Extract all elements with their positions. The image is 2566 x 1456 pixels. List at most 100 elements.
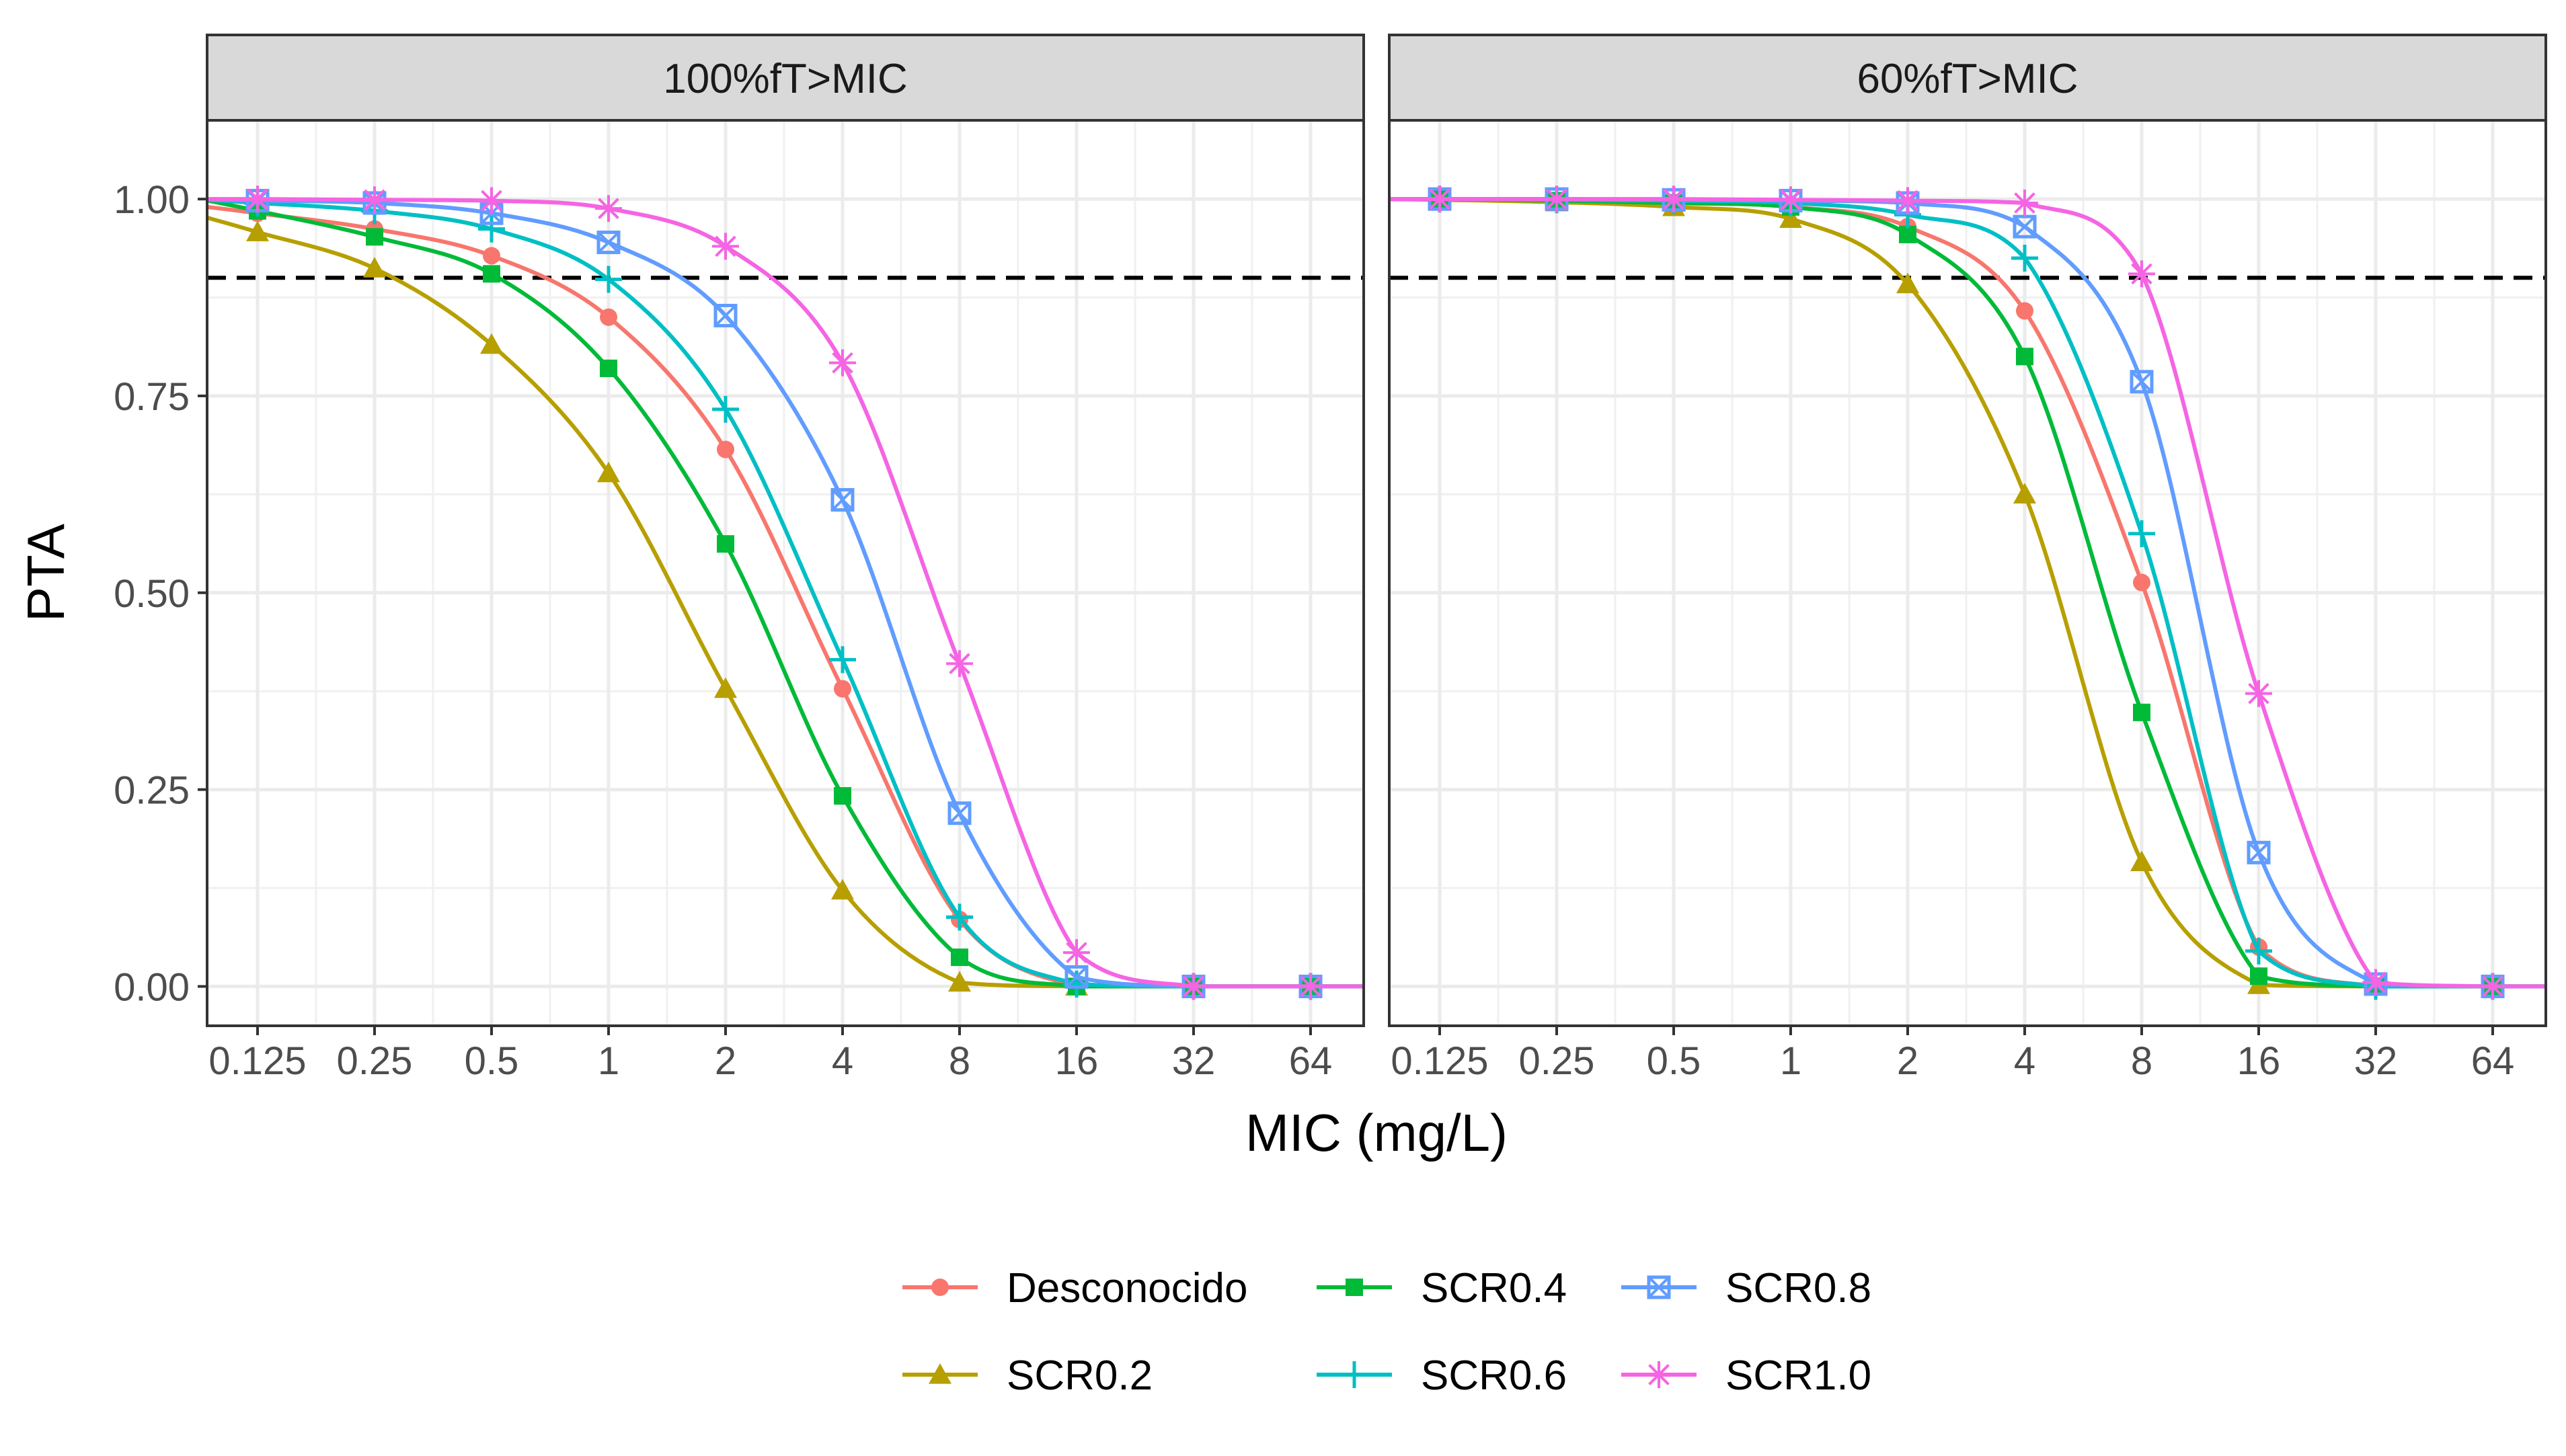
data-point-scr1-0	[946, 650, 973, 678]
data-point-scr0-6	[2245, 937, 2272, 965]
x-tick-label: 0.25	[1519, 1039, 1595, 1083]
x-tick-label: 32	[2354, 1039, 2398, 1083]
panel-2-series	[1389, 186, 2546, 1000]
data-point-scr1-0	[1777, 186, 1804, 214]
data-point-scr0-2	[363, 257, 386, 278]
data-point-scr0-8	[830, 488, 855, 512]
data-point-scr0-4	[2016, 348, 2033, 366]
data-point-scr1-0	[2128, 260, 2155, 288]
data-point-scr0-6	[595, 266, 622, 293]
x-tick-label: 2	[1897, 1039, 1918, 1083]
panel-1-plot-area	[207, 120, 1364, 1026]
data-point-scr0-4	[1899, 225, 1916, 243]
panel-100-ft-mic: 100%fT>MIC 0.125 0.25 0.5 1 2 4 8 16 32 64	[206, 34, 1365, 1083]
data-point-scr0-4	[2250, 967, 2267, 985]
legend-label: SCR1.0	[1725, 1352, 1871, 1399]
data-point-scr1-0	[2362, 969, 2389, 996]
legend-swatch-marker	[1346, 1279, 1363, 1296]
legend-item-scr0-6: SCR0.6	[1317, 1352, 1567, 1399]
y-tick-label: 1.00	[114, 178, 190, 222]
data-point-scr1-0	[1426, 186, 1453, 213]
data-point-scr1-0	[1543, 186, 1570, 213]
x-tick-label: 8	[2131, 1039, 2152, 1083]
y-axis-ticks: 0.00 0.25 0.50 0.75 1.00	[114, 178, 207, 1009]
data-point-scr0-8	[713, 303, 738, 327]
data-point-scr0-4	[951, 948, 968, 967]
data-point-desconocido	[483, 247, 500, 265]
data-point-scr0-2	[714, 677, 737, 698]
data-point-scr1-0	[478, 187, 505, 214]
legend: Desconocido SCR0.2 SCR0.4 SCR0.6 SCR0.8 SCR1.…	[902, 1265, 1871, 1399]
data-point-scr0-2	[597, 461, 620, 483]
data-point-desconocido	[2016, 302, 2033, 320]
panel-1-x-ticks: 0.125 0.25 0.5 1 2 4 8 16 32 64	[208, 1026, 1332, 1083]
legend-swatch-marker	[1645, 1361, 1672, 1388]
panel-2-x-ticks: 0.125 0.25 0.5 1 2 4 8 16 32 64	[1391, 1026, 2514, 1083]
data-point-scr0-4	[717, 535, 734, 553]
data-point-scr1-0	[1180, 973, 1207, 1000]
data-point-desconocido	[717, 440, 734, 458]
series-line-scr1-0	[1389, 197, 2546, 989]
y-tick-label: 0.00	[114, 965, 190, 1009]
legend-item-scr1-0: SCR1.0	[1621, 1352, 1871, 1399]
data-point-scr0-2	[246, 220, 269, 241]
data-point-scr1-0	[2479, 973, 2506, 1000]
data-point-scr1-0	[361, 186, 388, 214]
data-point-scr0-2	[1896, 272, 1919, 294]
data-point-scr1-0	[1297, 973, 1324, 1000]
panel-1-series	[206, 186, 1364, 1000]
x-tick-label: 0.5	[1647, 1039, 1701, 1083]
x-axis-title: MIC (mg/L)	[1245, 1103, 1508, 1162]
data-point-scr0-6	[946, 903, 973, 931]
data-point-scr0-2	[831, 879, 854, 900]
legend-label: SCR0.2	[1007, 1352, 1153, 1399]
legend-label: SCR0.8	[1725, 1265, 1871, 1311]
data-point-scr0-2	[2130, 850, 2153, 871]
y-tick-label: 0.75	[114, 375, 190, 419]
data-point-scr1-0	[595, 195, 622, 223]
panel-2-gridlines	[1389, 120, 2546, 1026]
data-point-scr0-4	[834, 786, 851, 805]
y-tick-label: 0.25	[114, 769, 190, 813]
data-point-scr0-8	[2247, 840, 2271, 864]
data-point-scr0-8	[1064, 965, 1089, 989]
panel-1-border	[206, 119, 1365, 1027]
data-point-scr0-6	[829, 646, 856, 674]
panel-1-strip	[206, 34, 1365, 122]
data-point-scr0-8	[2013, 214, 2037, 239]
x-tick-label: 16	[1055, 1039, 1099, 1083]
data-point-scr1-0	[1660, 186, 1687, 213]
data-point-scr1-0	[1894, 187, 1921, 214]
x-tick-label: 0.25	[337, 1039, 413, 1083]
data-point-scr0-6	[712, 395, 739, 423]
legend-label: SCR0.6	[1421, 1352, 1567, 1399]
data-point-scr0-8	[947, 801, 972, 825]
x-tick-label: 0.5	[465, 1039, 519, 1083]
panel-2-strip	[1388, 34, 2547, 122]
x-tick-label: 4	[832, 1039, 853, 1083]
data-point-scr0-6	[2011, 244, 2038, 272]
data-point-desconocido	[2133, 573, 2150, 592]
x-tick-label: 64	[1289, 1039, 1333, 1083]
legend-item-desconocido: Desconocido	[902, 1265, 1247, 1311]
x-tick-label: 2	[715, 1039, 736, 1083]
data-point-scr0-4	[366, 228, 383, 246]
data-point-scr0-2	[480, 333, 503, 354]
data-point-scr1-0	[712, 233, 739, 260]
data-point-scr1-0	[244, 186, 271, 213]
y-tick-label: 0.50	[114, 572, 190, 616]
panel-2-plot-area	[1389, 120, 2546, 1026]
legend-swatch-marker	[1341, 1361, 1368, 1388]
legend-swatch-marker	[931, 1279, 949, 1296]
data-point-scr0-4	[600, 359, 617, 377]
panel-60-ft-mic: 60%fT>MIC 0.125 0.25 0.5 1 2 4 8 16 32 64	[1388, 34, 2547, 1083]
legend-label: Desconocido	[1007, 1265, 1247, 1311]
data-point-scr1-0	[1063, 939, 1090, 967]
legend-swatch-marker	[1647, 1275, 1671, 1299]
x-tick-label: 0.125	[1391, 1039, 1488, 1083]
panel-2-title: 60%fT>MIC	[1857, 56, 2078, 102]
data-point-scr0-6	[2128, 520, 2155, 547]
data-point-scr0-2	[2013, 483, 2036, 503]
data-point-scr0-4	[483, 265, 500, 283]
